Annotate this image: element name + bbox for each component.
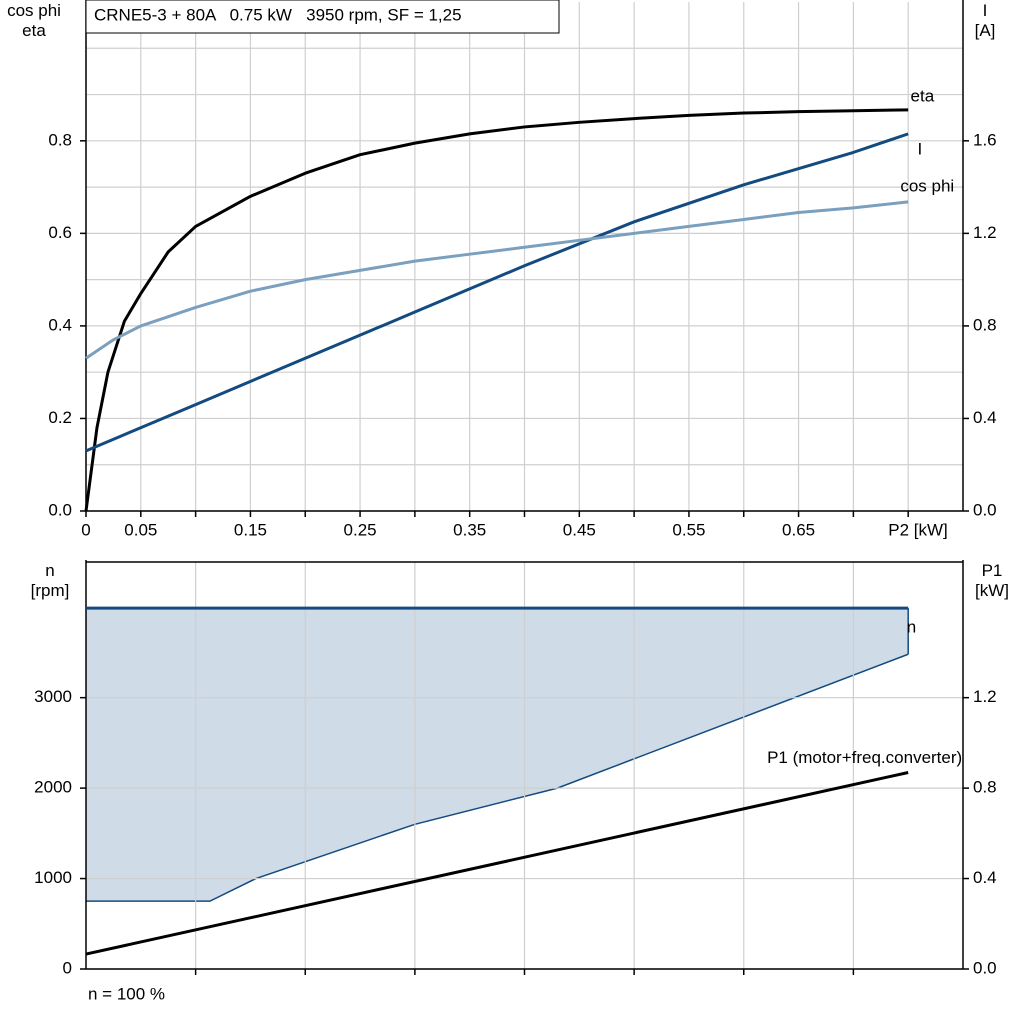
y-axis-label: cos phi eta xyxy=(7,1,61,40)
y-axis-label: n [rpm] xyxy=(31,561,70,600)
title-box xyxy=(85,0,560,34)
note: n = 100 % xyxy=(88,984,165,1003)
y-tick-label: 0.2 xyxy=(48,408,72,427)
y2-axis-label-line: [kW] xyxy=(975,581,1009,600)
y2-tick-label: 0.8 xyxy=(973,778,997,797)
series-label: eta xyxy=(911,86,935,105)
y2-axis-label: P1 [kW] xyxy=(975,561,1009,600)
series-line xyxy=(85,771,909,956)
chart-title: CRNE5-3 + 80A 0.75 kW 3950 rpm, SF = 1,2… xyxy=(94,5,462,24)
x-tick-label: 0.25 xyxy=(344,520,377,539)
y2-tick-label: 0.8 xyxy=(973,315,997,334)
y-tick-label: 0.0 xyxy=(48,500,72,519)
x-tick-label: 0.05 xyxy=(124,520,157,539)
y2-tick-label: 0.0 xyxy=(973,500,997,519)
x-tick-label: 0.65 xyxy=(782,520,815,539)
y2-tick-label: 1.2 xyxy=(973,687,997,706)
y2-tick-label: 1.2 xyxy=(973,223,997,242)
y-tick-label: 0.4 xyxy=(48,315,72,334)
y-axis-label-line: [rpm] xyxy=(31,581,70,600)
series-line xyxy=(84,108,909,512)
y2-axis-label-line: P1 xyxy=(982,561,1003,580)
x-tick-label: 0 xyxy=(81,520,90,539)
n-range-lower xyxy=(86,653,909,902)
series-label: n xyxy=(907,618,916,637)
y-axis-label-line: eta xyxy=(22,21,46,40)
y2-tick-label: 0.4 xyxy=(973,408,997,427)
series-line xyxy=(85,200,909,360)
x-tick-label: 0.55 xyxy=(672,520,705,539)
y-tick-label: 0.6 xyxy=(48,223,72,242)
y-tick-label: 1000 xyxy=(34,868,72,887)
x-axis-label: P2 [kW] xyxy=(888,520,948,539)
y-tick-label: 0 xyxy=(63,958,72,977)
series-label: I xyxy=(917,139,922,158)
x-tick-label: 0.35 xyxy=(453,520,486,539)
x-tick-label: 0.45 xyxy=(563,520,596,539)
y-tick-label: 0.8 xyxy=(48,130,72,149)
series-label: cos phi xyxy=(900,176,954,195)
y-axis-label-line: cos phi xyxy=(7,1,61,20)
series-line xyxy=(85,132,909,453)
y2-tick-label: 0.4 xyxy=(973,868,997,887)
series-label: P1 (motor+freq.converter) xyxy=(767,748,962,767)
y2-axis-label-line: I xyxy=(983,1,988,20)
y-axis-label-line: n xyxy=(45,561,54,580)
n-range-area xyxy=(86,608,909,902)
y2-tick-label: 1.6 xyxy=(973,130,997,149)
y2-axis-label-line: [A] xyxy=(975,21,996,40)
y2-axis-label: I [A] xyxy=(975,1,996,40)
y-tick-label: 3000 xyxy=(34,687,72,706)
y-tick-label: 2000 xyxy=(34,778,72,797)
x-tick-label: 0.15 xyxy=(234,520,267,539)
y2-tick-label: 0.0 xyxy=(973,958,997,977)
